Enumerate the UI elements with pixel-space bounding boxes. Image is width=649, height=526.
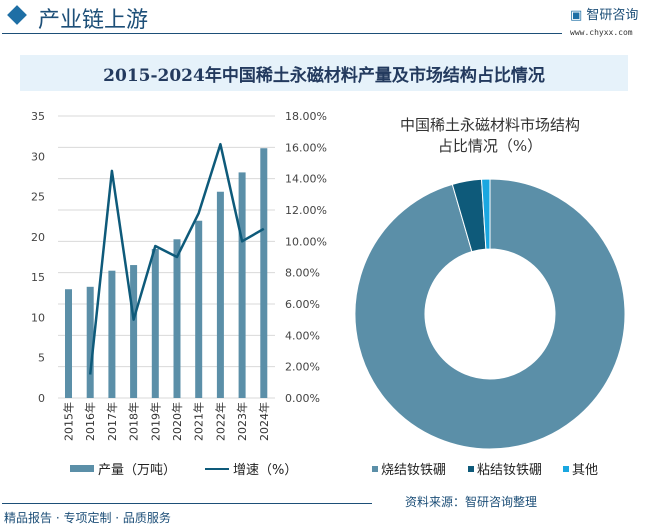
legend-label: 产量（万吨）: [98, 463, 177, 478]
bar: [173, 239, 181, 398]
bar: [151, 248, 159, 398]
right-tick-label: 16.00%: [285, 141, 327, 154]
pie-title-line1: 中国稀土永磁材料市场结构: [399, 116, 580, 134]
left-tick-label: 30: [31, 150, 45, 163]
left-tick-label: 5: [38, 352, 45, 365]
right-tick-label: 10.00%: [285, 235, 327, 248]
legend-label: 粘结钕铁硼: [477, 463, 543, 478]
legend-item-bonded: 粘结钕铁硼: [468, 459, 542, 478]
left-tick-label: 10: [31, 311, 45, 324]
footer-divider: [2, 503, 372, 504]
growth-line: [88, 142, 265, 375]
legend-item-growth: 增速（%）: [205, 459, 297, 478]
header-divider: [2, 33, 562, 34]
right-tick-label: 6.00%: [285, 298, 320, 311]
legend-swatch: [468, 465, 474, 472]
bar: [216, 191, 224, 398]
x-tick-label: 2021年: [192, 402, 206, 441]
bar: [195, 220, 203, 398]
pie-title: 中国稀土永磁材料市场结构 占比情况（%）: [360, 115, 620, 157]
x-tick-label: 2020年: [170, 402, 184, 441]
x-tick-label: 2024年: [257, 402, 271, 441]
brand-name: 智研咨询: [586, 8, 639, 23]
right-tick-label: 8.00%: [285, 267, 320, 280]
x-tick-label: 2015年: [62, 402, 76, 441]
legend-item-sintered: 烧结钕铁硼: [372, 459, 446, 478]
legend-swatch: [372, 465, 378, 472]
bar: [65, 289, 72, 398]
footer-tagline: 精品报告 · 专项定制 · 品质服务: [4, 511, 171, 525]
right-tick-label: 0.00%: [285, 392, 320, 405]
donut-slice-2: [480, 178, 491, 250]
legend-item-production: 产量（万吨）: [70, 459, 176, 478]
right-tick-label: 2.00%: [285, 361, 320, 374]
legend-item-other: 其他: [563, 459, 598, 478]
right-tick-label: 4.00%: [285, 329, 320, 342]
donut-slice-0: [354, 178, 626, 450]
x-tick-label: 2023年: [235, 402, 249, 441]
legend-bar-swatch: [70, 465, 94, 472]
right-tick-label: 14.00%: [285, 173, 327, 186]
brand-url: www.chyxx.com: [570, 28, 633, 37]
legend-label: 其他: [572, 463, 599, 478]
x-tick-label: 2022年: [213, 402, 227, 441]
legend-line-swatch: [205, 467, 229, 470]
pie-title-line2: 占比情况（%）: [437, 137, 543, 155]
bar: [260, 148, 268, 398]
logo-icon: ▣: [570, 8, 587, 23]
bar: [86, 286, 94, 398]
legend-label: 烧结钕铁硼: [381, 463, 447, 478]
x-tick-label: 2018年: [127, 402, 141, 441]
left-tick-label: 20: [31, 231, 45, 244]
x-tick-label: 2016年: [83, 402, 97, 441]
x-tick-label: 2019年: [148, 402, 162, 441]
x-tick-label: 2017年: [105, 402, 119, 441]
left-tick-label: 35: [31, 110, 45, 123]
brand-logo: ▣ 智研咨询: [570, 4, 638, 23]
section-title: 产业链上游: [38, 8, 149, 33]
legend-label: 增速（%）: [233, 463, 298, 478]
left-tick-label: 15: [31, 271, 45, 284]
source-note: 资料来源：智研咨询整理: [405, 495, 538, 509]
bar: [108, 270, 116, 398]
left-tick-label: 0: [38, 392, 45, 405]
bar: [238, 172, 246, 398]
chart-title: 2015-2024年中国稀土永磁材料产量及市场结构占比情况: [20, 55, 628, 91]
bar: [130, 265, 138, 398]
right-tick-label: 12.00%: [285, 204, 327, 217]
right-tick-label: 18.00%: [285, 110, 327, 123]
legend-swatch: [563, 465, 569, 472]
left-tick-label: 25: [31, 191, 45, 204]
